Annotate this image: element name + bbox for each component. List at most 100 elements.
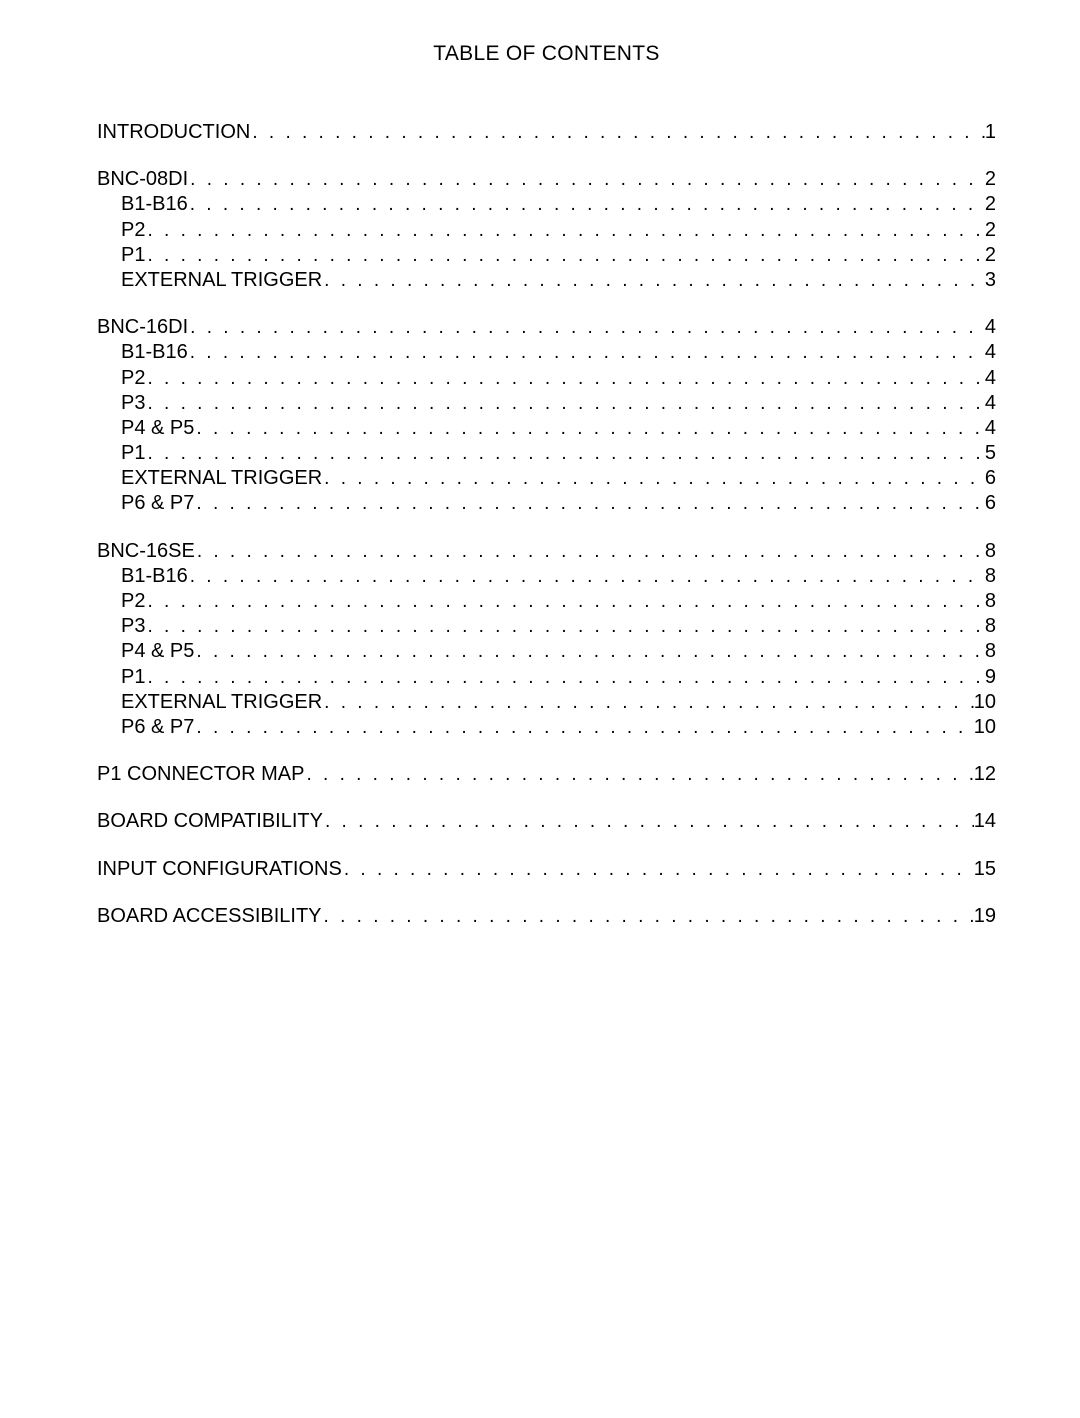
toc-label: P2 [121, 366, 145, 391]
toc-page-number: 14 [974, 809, 996, 834]
toc-label: B1-B16 [121, 340, 188, 365]
toc-subentry: P3 . . . . . . . . . . . . . . . . . . .… [97, 391, 996, 416]
toc-entry: INTRODUCTION . . . . . . . . . . . . . .… [97, 120, 996, 145]
toc-page-number: 4 [985, 340, 996, 365]
toc-leader: . . . . . . . . . . . . . . . . . . . . … [194, 492, 984, 516]
toc-page-number: 15 [974, 857, 996, 882]
toc-subentry: P1 . . . . . . . . . . . . . . . . . . .… [97, 441, 996, 466]
toc-leader: . . . . . . . . . . . . . . . . . . . . … [145, 244, 984, 268]
toc-page-number: 4 [985, 391, 996, 416]
toc-label: BNC-16DI [97, 315, 188, 340]
toc-leader: . . . . . . . . . . . . . . . . . . . . … [145, 367, 984, 391]
toc-page-number: 2 [985, 167, 996, 192]
toc-subentry: P4 & P5 . . . . . . . . . . . . . . . . … [97, 416, 996, 441]
toc-leader: . . . . . . . . . . . . . . . . . . . . … [194, 417, 984, 441]
toc-subentry: P1 . . . . . . . . . . . . . . . . . . .… [97, 243, 996, 268]
toc-label: EXTERNAL TRIGGER [121, 690, 322, 715]
toc-subentry: P6 & P7 . . . . . . . . . . . . . . . . … [97, 715, 996, 740]
toc-leader: . . . . . . . . . . . . . . . . . . . . … [194, 640, 984, 664]
toc-leader: . . . . . . . . . . . . . . . . . . . . … [188, 168, 985, 192]
toc-leader: . . . . . . . . . . . . . . . . . . . . … [195, 540, 985, 564]
toc-page-number: 2 [985, 192, 996, 217]
toc-page-number: 2 [985, 218, 996, 243]
toc-leader: . . . . . . . . . . . . . . . . . . . . … [145, 442, 984, 466]
toc-leader: . . . . . . . . . . . . . . . . . . . . … [145, 666, 984, 690]
toc-leader: . . . . . . . . . . . . . . . . . . . . … [188, 565, 985, 589]
toc-page-number: 3 [985, 268, 996, 293]
toc-label: P4 & P5 [121, 416, 194, 441]
toc-label: BOARD COMPATIBILITY [97, 809, 323, 834]
toc-page-number: 10 [974, 690, 996, 715]
toc-leader: . . . . . . . . . . . . . . . . . . . . … [145, 590, 984, 614]
toc-label: BOARD ACCESSIBILITY [97, 904, 322, 929]
toc-subentry: EXTERNAL TRIGGER . . . . . . . . . . . .… [97, 466, 996, 491]
toc-subentry: P1 . . . . . . . . . . . . . . . . . . .… [97, 665, 996, 690]
toc-entry: INPUT CONFIGURATIONS . . . . . . . . . .… [97, 857, 996, 882]
toc-subentry: EXTERNAL TRIGGER . . . . . . . . . . . .… [97, 268, 996, 293]
toc-label: BNC-08DI [97, 167, 188, 192]
toc-page-number: 6 [985, 466, 996, 491]
toc-leader: . . . . . . . . . . . . . . . . . . . . … [188, 341, 985, 365]
toc-subentry: P2 . . . . . . . . . . . . . . . . . . .… [97, 218, 996, 243]
toc-subentry: P2 . . . . . . . . . . . . . . . . . . .… [97, 589, 996, 614]
toc-label: P2 [121, 589, 145, 614]
toc-entry: BNC-08DI . . . . . . . . . . . . . . . .… [97, 167, 996, 192]
toc-subentry: B1-B16 . . . . . . . . . . . . . . . . .… [97, 340, 996, 365]
toc-page-number: 8 [985, 589, 996, 614]
table-of-contents: INTRODUCTION . . . . . . . . . . . . . .… [97, 120, 996, 929]
toc-leader: . . . . . . . . . . . . . . . . . . . . … [323, 810, 974, 834]
toc-leader: . . . . . . . . . . . . . . . . . . . . … [322, 691, 974, 715]
toc-page-number: 4 [985, 416, 996, 441]
toc-leader: . . . . . . . . . . . . . . . . . . . . … [188, 316, 985, 340]
toc-leader: . . . . . . . . . . . . . . . . . . . . … [304, 763, 973, 787]
toc-page-number: 5 [985, 441, 996, 466]
toc-label: P1 [121, 441, 145, 466]
toc-label: INTRODUCTION [97, 120, 250, 145]
toc-subentry: P6 & P7 . . . . . . . . . . . . . . . . … [97, 491, 996, 516]
page-title: TABLE OF CONTENTS [97, 42, 996, 66]
toc-label: INPUT CONFIGURATIONS [97, 857, 342, 882]
toc-leader: . . . . . . . . . . . . . . . . . . . . … [145, 392, 984, 416]
page: TABLE OF CONTENTS INTRODUCTION . . . . .… [0, 0, 1080, 1418]
toc-leader: . . . . . . . . . . . . . . . . . . . . … [188, 193, 985, 217]
toc-subentry: P3 . . . . . . . . . . . . . . . . . . .… [97, 614, 996, 639]
toc-page-number: 9 [985, 665, 996, 690]
toc-leader: . . . . . . . . . . . . . . . . . . . . … [145, 615, 984, 639]
toc-subentry: EXTERNAL TRIGGER . . . . . . . . . . . .… [97, 690, 996, 715]
toc-label: P1 [121, 243, 145, 268]
toc-subentry: B1-B16 . . . . . . . . . . . . . . . . .… [97, 564, 996, 589]
toc-page-number: 2 [985, 243, 996, 268]
toc-leader: . . . . . . . . . . . . . . . . . . . . … [342, 858, 974, 882]
toc-entry: BNC-16DI . . . . . . . . . . . . . . . .… [97, 315, 996, 340]
toc-leader: . . . . . . . . . . . . . . . . . . . . … [194, 716, 973, 740]
toc-entry: BOARD ACCESSIBILITY . . . . . . . . . . … [97, 904, 996, 929]
toc-page-number: 4 [985, 315, 996, 340]
toc-leader: . . . . . . . . . . . . . . . . . . . . … [322, 467, 985, 491]
toc-page-number: 19 [974, 904, 996, 929]
toc-label: EXTERNAL TRIGGER [121, 466, 322, 491]
toc-page-number: 8 [985, 639, 996, 664]
toc-entry: BOARD COMPATIBILITY . . . . . . . . . . … [97, 809, 996, 834]
toc-label: P2 [121, 218, 145, 243]
toc-label: BNC-16SE [97, 539, 195, 564]
toc-label: P3 [121, 391, 145, 416]
toc-entry: BNC-16SE . . . . . . . . . . . . . . . .… [97, 539, 996, 564]
toc-label: B1-B16 [121, 192, 188, 217]
toc-page-number: 10 [974, 715, 996, 740]
toc-page-number: 8 [985, 539, 996, 564]
toc-page-number: 8 [985, 614, 996, 639]
toc-page-number: 4 [985, 366, 996, 391]
toc-subentry: B1-B16 . . . . . . . . . . . . . . . . .… [97, 192, 996, 217]
toc-leader: . . . . . . . . . . . . . . . . . . . . … [250, 121, 985, 145]
toc-leader: . . . . . . . . . . . . . . . . . . . . … [322, 269, 985, 293]
toc-label: P3 [121, 614, 145, 639]
toc-subentry: P4 & P5 . . . . . . . . . . . . . . . . … [97, 639, 996, 664]
toc-page-number: 8 [985, 564, 996, 589]
toc-page-number: 6 [985, 491, 996, 516]
toc-label: EXTERNAL TRIGGER [121, 268, 322, 293]
toc-label: P6 & P7 [121, 491, 194, 516]
toc-label: P6 & P7 [121, 715, 194, 740]
toc-leader: . . . . . . . . . . . . . . . . . . . . … [322, 905, 974, 929]
toc-subentry: P2 . . . . . . . . . . . . . . . . . . .… [97, 366, 996, 391]
toc-label: B1-B16 [121, 564, 188, 589]
